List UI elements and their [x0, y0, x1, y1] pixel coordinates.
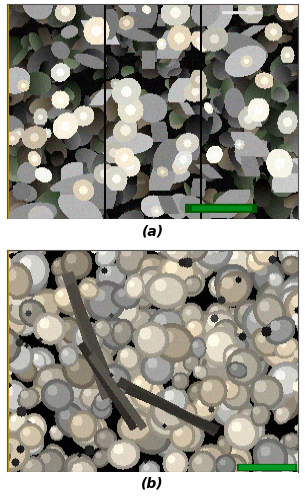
- Text: (a): (a): [142, 224, 163, 238]
- Text: (b): (b): [141, 477, 164, 491]
